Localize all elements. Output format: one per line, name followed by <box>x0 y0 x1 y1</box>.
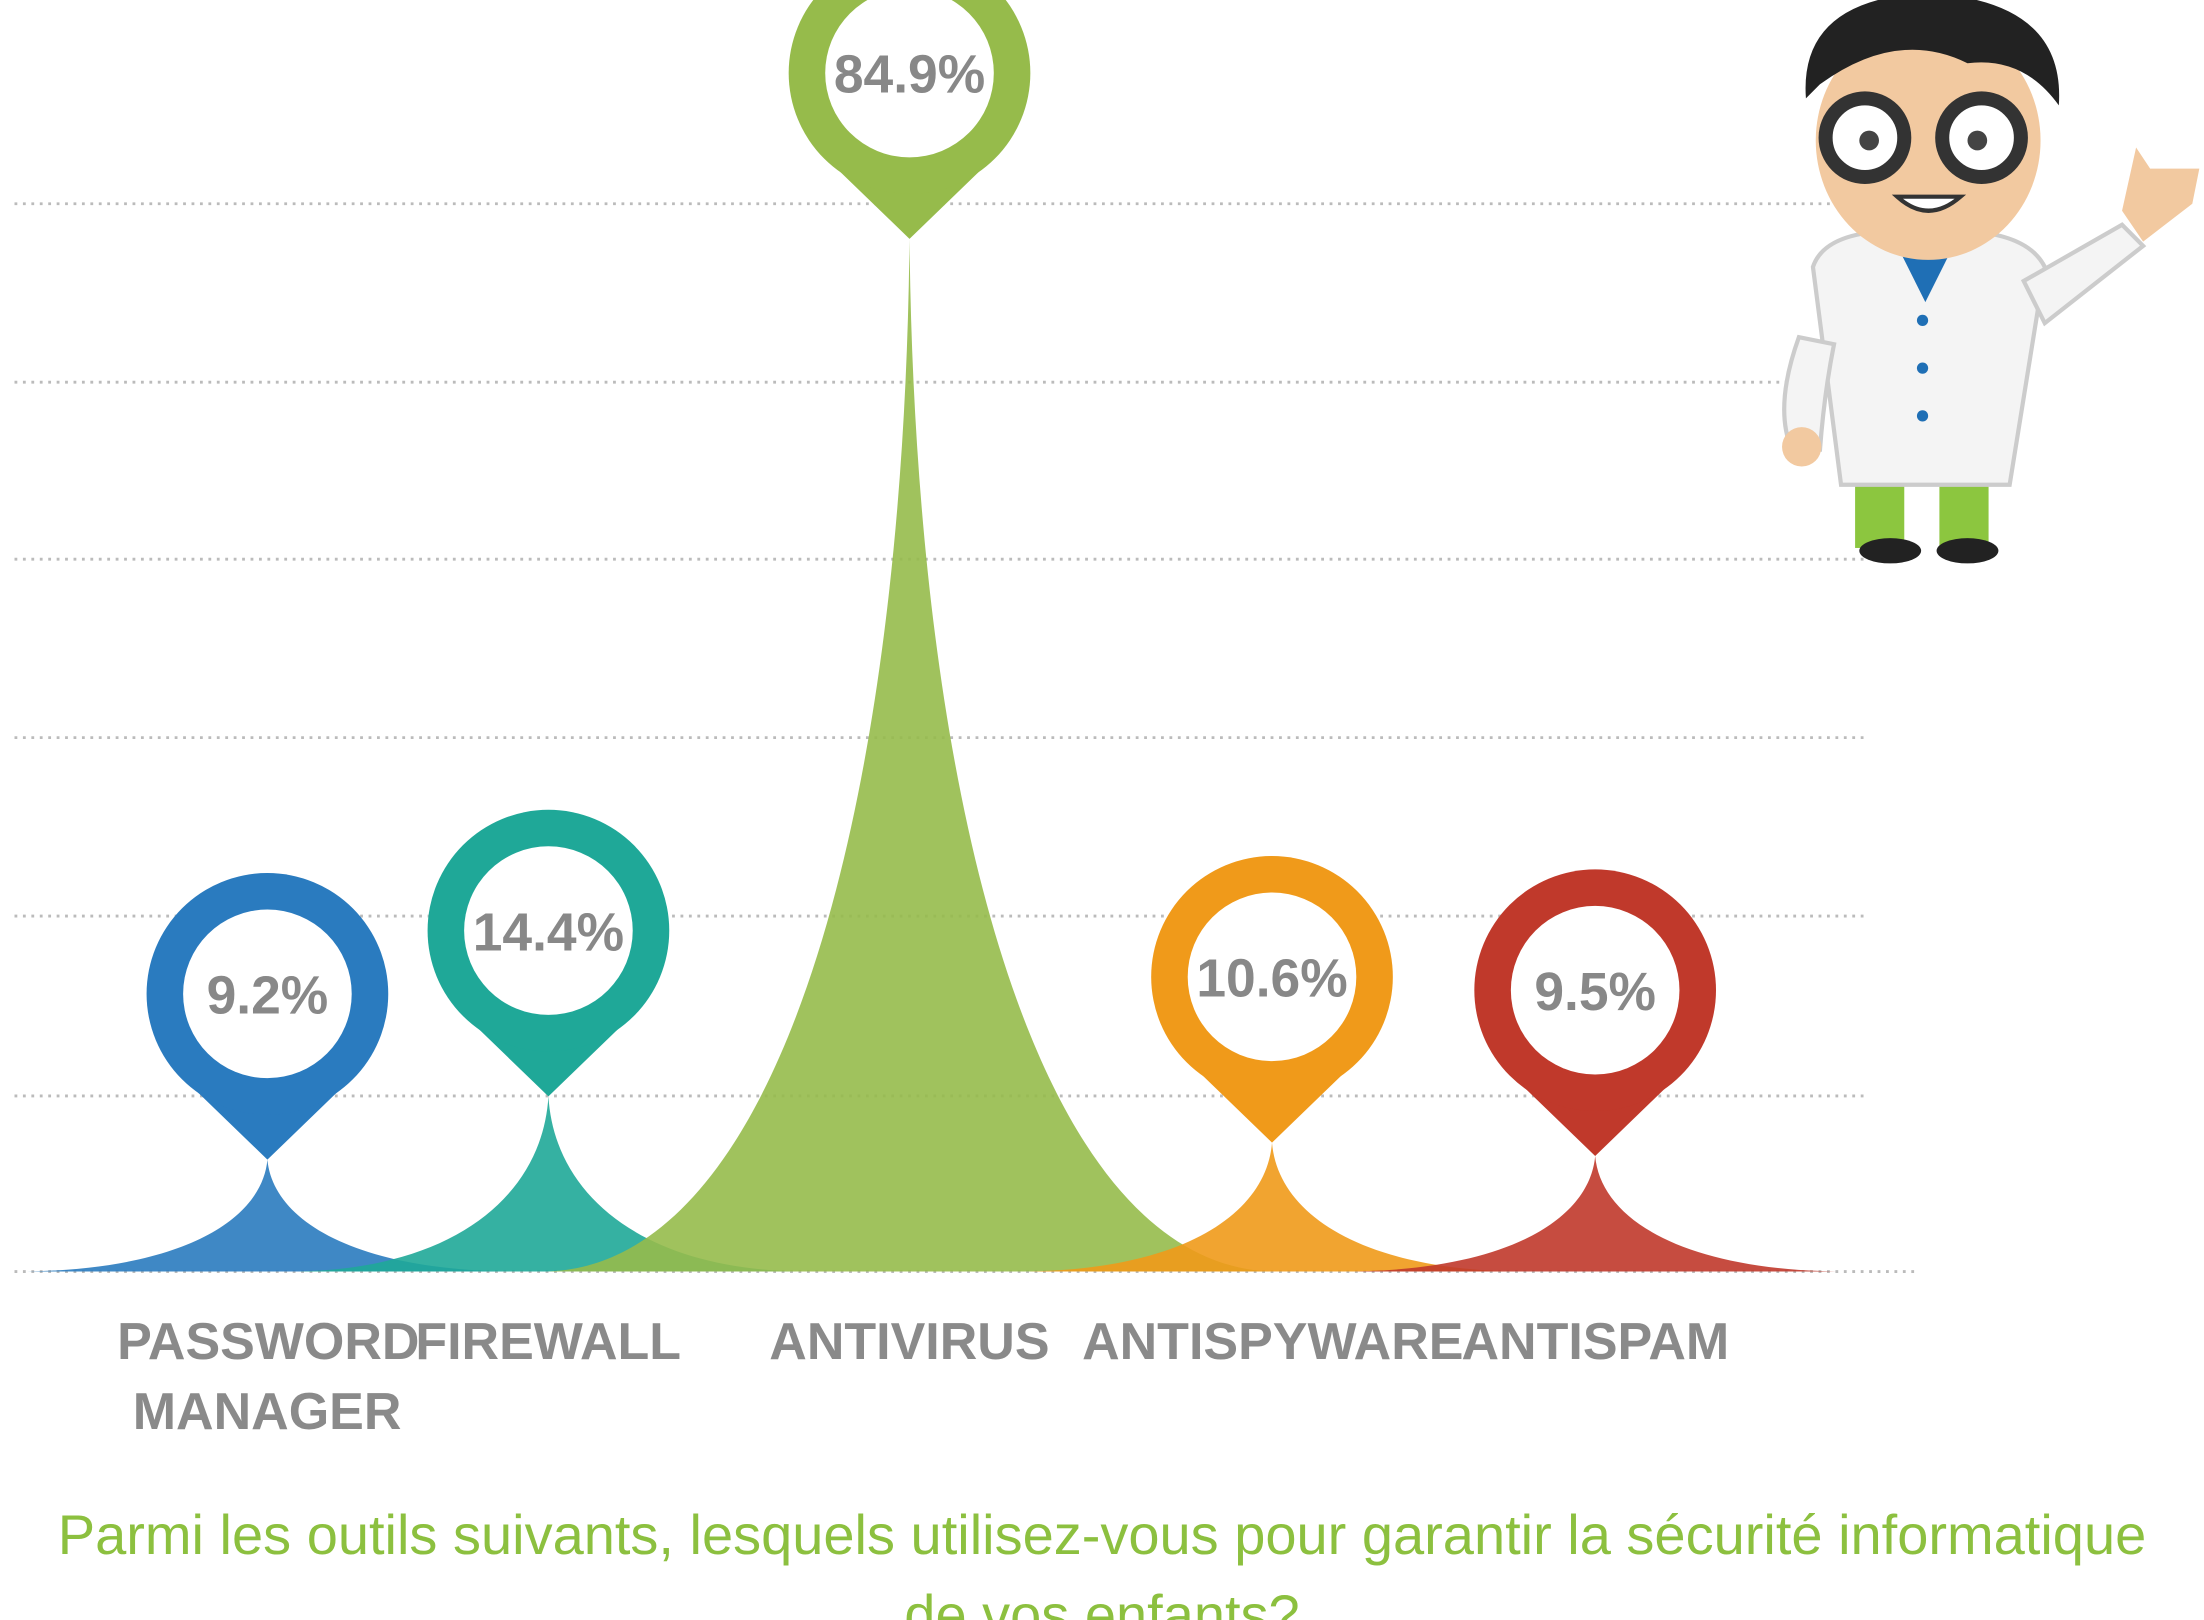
chart-title: Parmi les outils suivants, lesquels util… <box>40 1495 2164 1620</box>
pin: 10.6% <box>1151 856 1393 1143</box>
peak <box>542 239 1278 1272</box>
value-label: 9.2% <box>207 967 329 1026</box>
value-label: 9.5% <box>1534 963 1656 1022</box>
eye <box>1859 131 1879 151</box>
category-label: ANTISPAM <box>1405 1307 1785 1377</box>
button <box>1917 362 1928 373</box>
value-label: 14.4% <box>473 903 624 962</box>
pin: 9.2% <box>147 873 389 1160</box>
pin: 14.4% <box>428 810 670 1097</box>
doctor-illustration <box>1782 0 2199 563</box>
category-label: ANTIVIRUS <box>719 1307 1099 1377</box>
value-label: 84.9% <box>834 46 985 105</box>
hand <box>2122 148 2199 242</box>
pin: 9.5% <box>1474 869 1716 1156</box>
eye <box>1967 131 1987 151</box>
shoe <box>1859 538 1921 563</box>
peak <box>1342 1156 1849 1272</box>
button <box>1917 410 1928 421</box>
leg <box>1855 478 1904 548</box>
arm <box>2024 225 2143 323</box>
category-label: FIREWALL <box>358 1307 738 1377</box>
button <box>1917 315 1928 326</box>
leg <box>1939 478 1988 548</box>
page: 9.2%14.4%84.9%10.6%9.5% PASSWORD MANAGER… <box>0 0 2204 1620</box>
shoe <box>1937 538 1999 563</box>
value-label: 10.6% <box>1196 949 1347 1008</box>
hand <box>1782 427 1821 466</box>
